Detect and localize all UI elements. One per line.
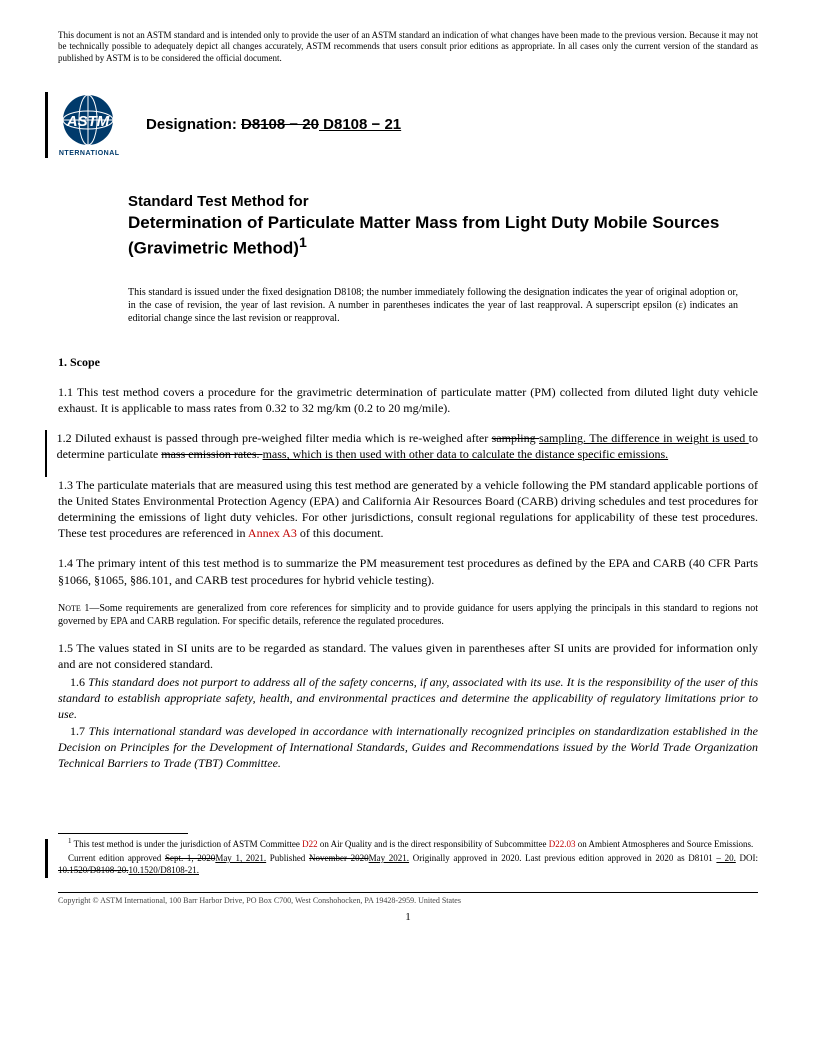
title-superscript: 1 <box>299 235 307 251</box>
disclaimer-text: This document is not an ASTM standard an… <box>58 30 758 64</box>
issue-note: This standard is issued under the fixed … <box>128 286 758 325</box>
svg-text:ASTM: ASTM <box>66 113 110 130</box>
scope-p7: 1.7 This international standard was deve… <box>58 723 758 772</box>
change-bar-logo <box>45 92 58 158</box>
title-main-text: Determination of Particulate Matter Mass… <box>128 213 719 258</box>
scope-p5: 1.5 The values stated in SI units are to… <box>58 640 758 672</box>
scope-p2: 1.2 Diluted exhaust is passed through pr… <box>57 430 758 462</box>
scope-p3: 1.3 The particulate materials that are m… <box>58 477 758 542</box>
svg-text:INTERNATIONAL: INTERNATIONAL <box>58 150 120 157</box>
subcommittee-link[interactable]: D22.03 <box>549 839 576 849</box>
footnote-rule <box>58 833 188 834</box>
footnote-2: Current edition approved Sept. 1, 2020Ma… <box>58 853 758 876</box>
footnote-1: 1 This test method is under the jurisdic… <box>58 837 758 851</box>
copyright-text: Copyright © ASTM International, 100 Barr… <box>58 896 461 905</box>
title-block: Standard Test Method for Determination o… <box>128 192 758 260</box>
scope-p1: 1.1 This test method covers a procedure … <box>58 384 758 416</box>
scope-p6: 1.6 1.6 This standard does not purport t… <box>58 674 758 723</box>
designation-old: D8108 − 20 <box>241 116 319 133</box>
page-number: 1 <box>58 911 758 923</box>
annex-link[interactable]: Annex A3 <box>248 526 297 540</box>
note-1: NOTE 1—Some requirements are generalized… <box>58 602 758 628</box>
committee-link-d22[interactable]: D22 <box>302 839 318 849</box>
copyright-bar: Copyright © ASTM International, 100 Barr… <box>58 892 758 905</box>
scope-p4: 1.4 The primary intent of this test meth… <box>58 555 758 587</box>
page-container: This document is not an ASTM standard an… <box>0 0 816 933</box>
title-main: Determination of Particulate Matter Mass… <box>128 212 758 260</box>
change-bar-footnote <box>45 839 48 878</box>
designation-new: D8108 − 21 <box>319 116 401 133</box>
astm-logo: ASTM INTERNATIONAL <box>58 92 130 158</box>
astm-logo-icon: ASTM INTERNATIONAL <box>58 92 130 158</box>
designation-row: ASTM INTERNATIONAL Designation: D8108 − … <box>58 92 758 158</box>
section-head-scope: 1. Scope <box>58 355 758 370</box>
designation-label: Designation: <box>146 116 241 133</box>
footnote-block: 1 This test method is under the jurisdic… <box>58 837 758 878</box>
designation-text: Designation: D8108 − 20 D8108 − 21 <box>146 116 401 133</box>
scope-p2-row: 1.2 Diluted exhaust is passed through pr… <box>58 430 758 476</box>
title-prefix: Standard Test Method for <box>128 192 758 212</box>
change-bar-p2 <box>45 430 47 476</box>
